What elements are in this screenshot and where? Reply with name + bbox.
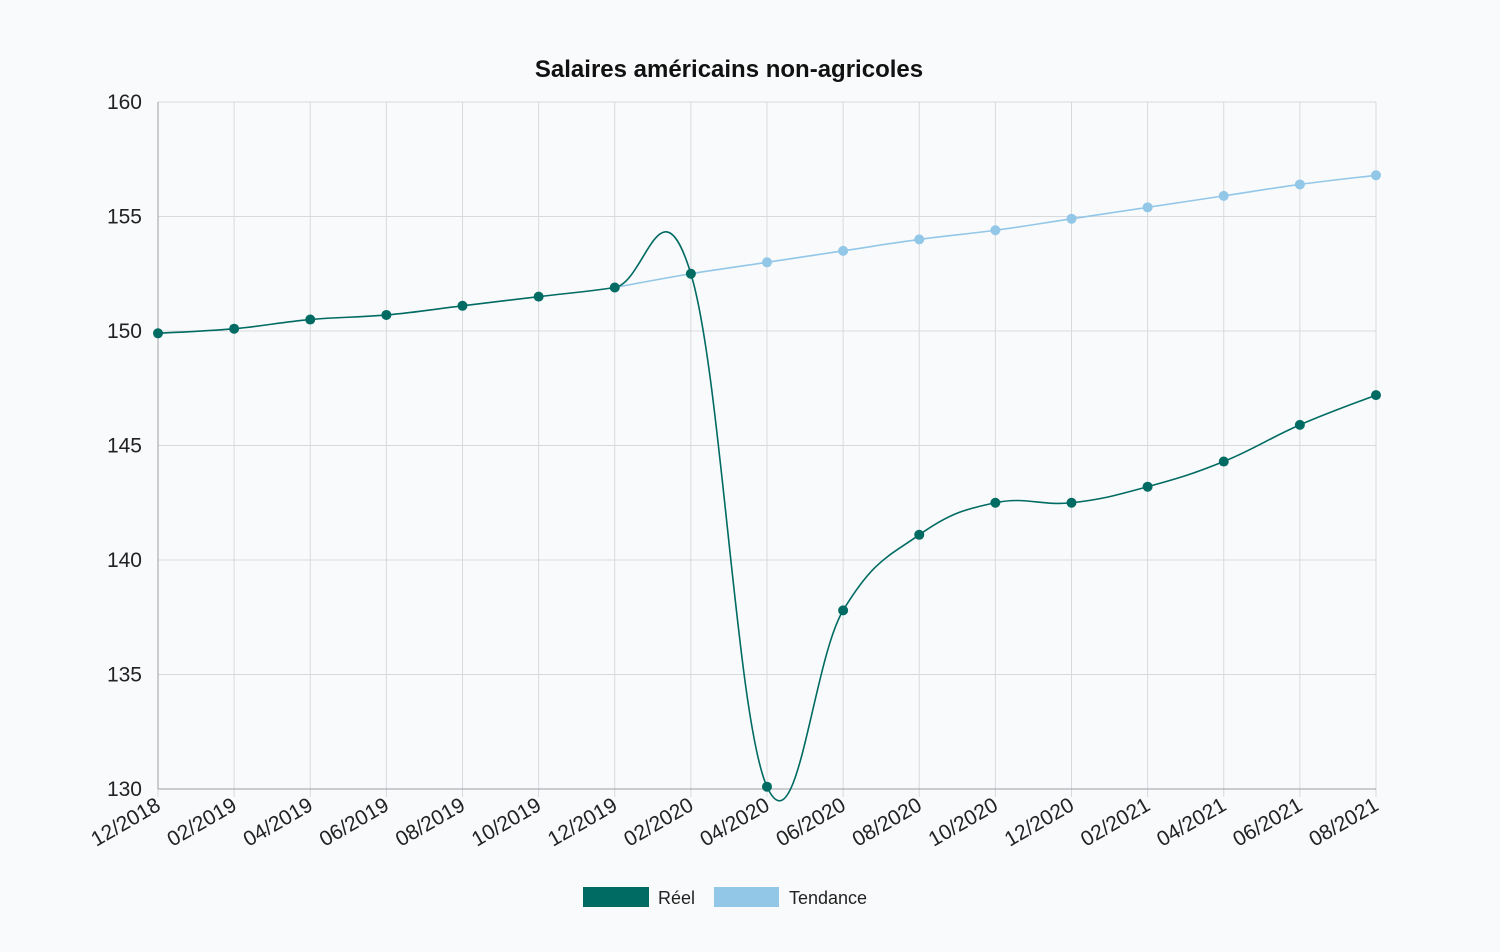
x-tick-label-0: 12/2018: [87, 793, 164, 851]
x-tick-label-6: 12/2019: [544, 793, 621, 851]
data-point-tendance-15: [1294, 179, 1305, 190]
data-point-reel-5: [533, 291, 544, 302]
x-tick-label-12: 12/2020: [1001, 793, 1078, 851]
data-point-reel-4: [457, 300, 468, 311]
series: [153, 170, 1381, 802]
data-point-reel-2: [305, 314, 316, 325]
grid: [157, 101, 1377, 797]
data-point-reel-7: [685, 268, 696, 279]
x-tick-label-2: 04/2019: [239, 793, 316, 851]
data-point-reel-3: [381, 309, 392, 320]
data-point-tendance-14: [1218, 190, 1229, 201]
y-tick-label-6: 160: [107, 91, 142, 114]
data-point-tendance-10: [914, 234, 925, 245]
y-tick-label-1: 135: [107, 664, 142, 687]
x-tick-label-3: 06/2019: [316, 793, 393, 851]
y-axis-ticks: 130 135 140 145 150 155 160: [107, 91, 142, 801]
data-point-reel-1: [229, 323, 240, 334]
x-axis-ticks: 12/201802/201904/201906/201908/201910/20…: [87, 793, 1382, 851]
x-tick-label-5: 10/2019: [468, 793, 545, 851]
y-tick-label-5: 155: [107, 206, 142, 229]
x-tick-label-16: 08/2021: [1305, 793, 1382, 851]
data-point-tendance-12: [1066, 213, 1077, 224]
data-point-reel-6: [609, 282, 620, 293]
data-point-tendance-8: [762, 257, 772, 268]
data-point-reel-14: [1218, 456, 1229, 467]
x-tick-label-10: 08/2020: [848, 793, 925, 851]
data-point-tendance-11: [990, 225, 1001, 236]
y-tick-label-0: 130: [107, 778, 142, 801]
data-point-reel-8: [762, 781, 772, 792]
x-tick-label-1: 02/2019: [163, 793, 240, 851]
x-tick-label-11: 10/2020: [925, 793, 1002, 851]
data-point-tendance-13: [1142, 202, 1153, 213]
x-tick-label-14: 04/2021: [1153, 793, 1230, 851]
legend-swatch-reel[interactable]: [583, 887, 649, 907]
data-point-reel-0: [153, 328, 163, 339]
legend-label-tendance[interactable]: Tendance: [789, 888, 867, 908]
y-tick-label-4: 150: [107, 320, 142, 343]
y-tick-label-3: 145: [107, 435, 142, 458]
data-point-reel-16: [1371, 390, 1381, 401]
data-point-reel-13: [1142, 481, 1153, 492]
y-tick-label-2: 140: [107, 549, 142, 572]
series-reel: [153, 231, 1381, 802]
x-tick-label-15: 06/2021: [1229, 793, 1306, 851]
x-tick-label-4: 08/2019: [392, 793, 469, 851]
data-point-tendance-16: [1371, 170, 1381, 181]
legend[interactable]: Réel Tendance: [583, 887, 867, 908]
x-tick-label-9: 06/2020: [772, 793, 849, 851]
legend-label-reel[interactable]: Réel: [658, 888, 695, 908]
data-point-reel-10: [914, 529, 925, 540]
x-tick-label-7: 02/2020: [620, 793, 697, 851]
data-point-reel-15: [1294, 419, 1305, 430]
data-point-reel-9: [838, 605, 849, 616]
chart-title: Salaires américains non-agricoles: [535, 56, 923, 83]
x-tick-label-13: 02/2021: [1077, 793, 1154, 851]
data-point-reel-12: [1066, 497, 1077, 508]
legend-swatch-tendance[interactable]: [714, 887, 779, 907]
data-point-tendance-9: [838, 245, 849, 256]
data-point-reel-11: [990, 497, 1001, 508]
x-tick-label-8: 04/2020: [696, 793, 773, 851]
